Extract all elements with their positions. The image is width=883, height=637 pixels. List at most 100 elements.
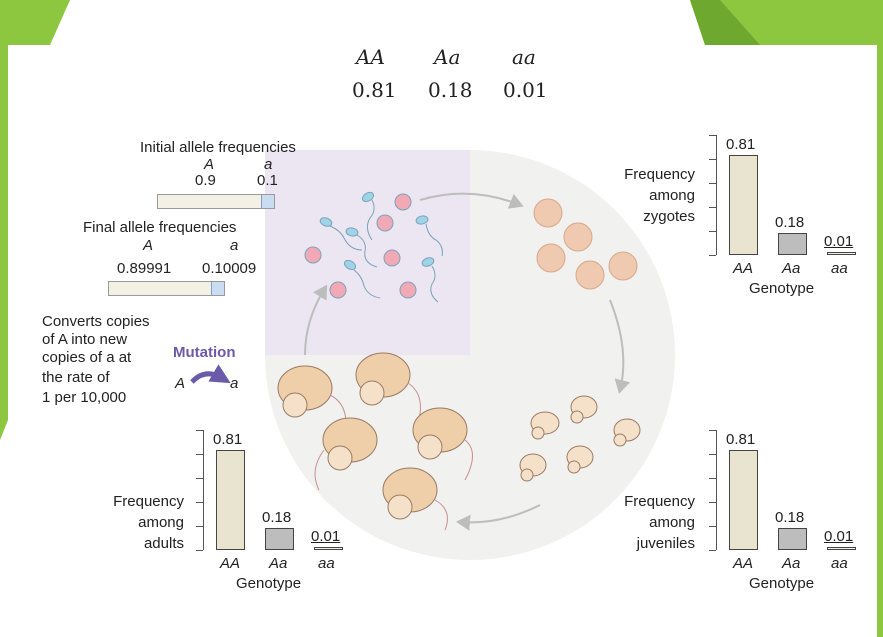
mutation-to-allele: a bbox=[230, 375, 239, 392]
mutation-desc-line: Converts copies bbox=[42, 313, 150, 330]
egg bbox=[329, 281, 347, 299]
slide-edge-right bbox=[877, 45, 883, 637]
juveniles bbox=[519, 395, 641, 482]
chart-y-tick bbox=[709, 231, 716, 232]
chart-title-line: Frequency bbox=[113, 493, 184, 510]
chart-value-label: 0.01 bbox=[824, 233, 854, 250]
initial-allele-A: A bbox=[204, 156, 215, 173]
sperm-head bbox=[345, 227, 359, 237]
mutation-from-allele: A bbox=[175, 375, 186, 392]
mouse bbox=[314, 417, 378, 491]
chart-value-label: 0.81 bbox=[726, 136, 756, 153]
egg bbox=[399, 281, 417, 299]
header-genotype-aa: aa bbox=[512, 45, 536, 69]
final-allele-a: a bbox=[230, 237, 239, 254]
mutation-label: Mutation bbox=[173, 344, 236, 361]
initial-title: Initial allele frequencies bbox=[140, 139, 296, 156]
chart-category-label: aa bbox=[318, 555, 335, 572]
lifecycle-circle bbox=[265, 150, 675, 560]
slide-edge-top-right-dark bbox=[690, 0, 760, 45]
mouse bbox=[382, 467, 448, 531]
chart-y-tick bbox=[709, 454, 716, 455]
egg bbox=[304, 246, 322, 264]
egg bbox=[383, 249, 401, 267]
chart-y-axis bbox=[716, 135, 717, 255]
chart-title-line: Frequency bbox=[624, 493, 695, 510]
gametes bbox=[304, 191, 443, 303]
chart-title-line: zygotes bbox=[643, 208, 695, 225]
chart-y-tick bbox=[709, 478, 716, 479]
chart-bar-Aa bbox=[265, 527, 294, 550]
chart-category-label: aa bbox=[831, 260, 848, 277]
chart-category-label: Aa bbox=[269, 555, 288, 572]
chart-title-line: among bbox=[649, 514, 695, 531]
mouse bbox=[412, 407, 473, 481]
chart-y-axis bbox=[716, 430, 717, 550]
chart-title-line: among bbox=[138, 514, 184, 531]
final-frequency-bar-a-portion bbox=[211, 282, 224, 295]
chart-y-tick bbox=[196, 478, 203, 479]
mouse bbox=[355, 352, 421, 424]
sperm-head bbox=[421, 257, 435, 267]
header-genotype-Aa: Aa bbox=[434, 45, 461, 69]
chart-x-label: Genotype bbox=[236, 575, 302, 592]
initial-allele-a: a bbox=[264, 156, 273, 173]
egg bbox=[376, 214, 394, 232]
slide-edge-left bbox=[0, 45, 8, 440]
header-freq-AA: 0.81 bbox=[352, 78, 397, 102]
chart-y-tick bbox=[709, 207, 716, 208]
zygotes bbox=[533, 198, 638, 290]
chart-y-tick bbox=[196, 454, 203, 455]
chart-category-label: AA bbox=[220, 555, 241, 572]
chart-value-label: 0.81 bbox=[213, 431, 243, 448]
chart-y-tick bbox=[709, 430, 716, 431]
mutation-arrow bbox=[190, 364, 231, 384]
chart-value-label: 0.01 bbox=[824, 528, 854, 545]
chart-y-tick bbox=[196, 550, 203, 551]
chart-category-label: AA bbox=[733, 555, 754, 572]
chart-y-tick bbox=[709, 550, 716, 551]
chart-bar-AA bbox=[729, 450, 758, 550]
chart-y-tick bbox=[709, 159, 716, 160]
sperm-head bbox=[415, 215, 429, 225]
header-freq-aa: 0.01 bbox=[503, 78, 548, 102]
initial-frequency-bar bbox=[157, 194, 275, 209]
chart-y-tick bbox=[196, 430, 203, 431]
chart-bar-Aa bbox=[778, 527, 807, 550]
chart-title-line: adults bbox=[143, 535, 184, 552]
chart-value-label: 0.18 bbox=[262, 508, 292, 526]
chart-y-tick bbox=[709, 502, 716, 503]
chart-value-label: 0.81 bbox=[726, 431, 756, 448]
sperm-head bbox=[343, 259, 357, 271]
mutation-desc-line: the rate of bbox=[42, 369, 110, 386]
chart-bar-AA bbox=[729, 155, 758, 255]
chart-bar-Aa bbox=[778, 232, 807, 255]
arrow-gametes-to-zygotes bbox=[419, 192, 524, 209]
arrow-zygotes-to-juveniles bbox=[609, 299, 631, 394]
final-freq-a: 0.10009 bbox=[202, 260, 257, 277]
slide-corner-top-left bbox=[0, 0, 70, 45]
sperm-head bbox=[319, 217, 333, 227]
chart-y-axis bbox=[203, 430, 204, 550]
chart-value-label: 0.01 bbox=[311, 528, 341, 545]
header-freq-Aa: 0.18 bbox=[428, 78, 473, 102]
chart-x-label: Genotype bbox=[749, 575, 815, 592]
final-freq-A: 0.89991 bbox=[117, 260, 172, 277]
chart-y-tick bbox=[709, 255, 716, 256]
initial-frequency-bar-a-portion bbox=[261, 195, 274, 208]
arrow-juveniles-to-adults bbox=[456, 504, 541, 531]
initial-freq-A: 0.9 bbox=[195, 172, 216, 189]
chart-category-label: AA bbox=[733, 260, 754, 277]
chart-title-line: juveniles bbox=[636, 535, 695, 552]
chart-value-label: 0.18 bbox=[775, 508, 805, 526]
egg bbox=[394, 193, 412, 211]
final-title: Final allele frequencies bbox=[83, 219, 237, 236]
chart-category-label: Aa bbox=[782, 260, 801, 277]
chart-y-tick bbox=[196, 526, 203, 527]
chart-y-tick bbox=[709, 526, 716, 527]
chart-y-tick bbox=[709, 183, 716, 184]
chart-category-label: aa bbox=[831, 555, 848, 572]
chart-title-line: among bbox=[649, 187, 695, 204]
mouse bbox=[277, 365, 347, 436]
